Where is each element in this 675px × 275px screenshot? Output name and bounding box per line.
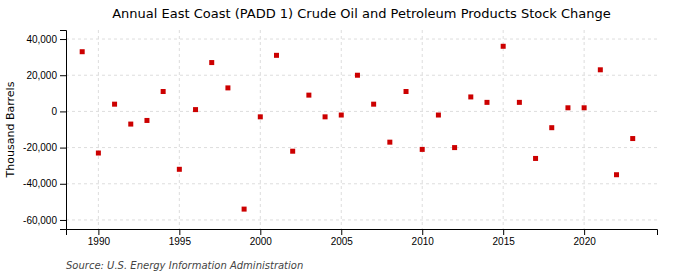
y-tick: 0 — [51, 106, 66, 117]
tick-mark — [98, 229, 99, 235]
axis-line — [60, 31, 67, 230]
grid-line — [66, 219, 657, 220]
points — [80, 44, 636, 212]
point — [420, 147, 425, 152]
point — [630, 136, 635, 141]
tick-mark — [179, 229, 180, 235]
x-tick: 2010 — [412, 229, 435, 247]
plot: 1990 1995 2000 2005 2010 2015 2020 -60,000 -40,0… — [23, 30, 657, 247]
point — [128, 122, 133, 127]
tick-label: 2010 — [412, 236, 435, 247]
grid-line — [179, 30, 180, 229]
y-tick: 40,000 — [26, 34, 66, 45]
point — [177, 167, 182, 172]
point — [371, 102, 376, 107]
tick-mark — [60, 220, 66, 221]
tick-label: -20,000 — [23, 142, 57, 153]
axis-line — [67, 230, 658, 236]
grid-line — [66, 39, 657, 40]
tick-label: 1990 — [88, 236, 111, 247]
x-tick: 1995 — [169, 229, 192, 247]
x-tick: 2005 — [331, 229, 354, 247]
tick-label: 20,000 — [26, 70, 57, 81]
y-tick: -60,000 — [23, 215, 66, 226]
point — [517, 100, 522, 105]
grid-line — [260, 30, 261, 229]
point — [225, 85, 230, 90]
point — [582, 105, 587, 110]
point — [565, 105, 570, 110]
tick-label: 40,000 — [26, 34, 57, 45]
grid-line — [422, 30, 423, 229]
point — [258, 114, 263, 119]
y-tick: -40,000 — [23, 178, 66, 189]
point — [209, 60, 214, 65]
point — [452, 145, 457, 150]
point — [501, 44, 506, 49]
y-tick: -20,000 — [23, 142, 66, 153]
point — [112, 102, 117, 107]
tick-label: 1995 — [169, 236, 192, 247]
tick-mark — [60, 75, 66, 76]
point — [404, 89, 409, 94]
point — [161, 89, 166, 94]
grid-line — [341, 30, 342, 229]
point — [339, 113, 344, 118]
point — [614, 172, 619, 177]
annotation: Source: U.S. Energy Information Administ… — [66, 260, 303, 271]
point — [355, 73, 360, 78]
point — [387, 140, 392, 145]
tick-label: 2000 — [250, 236, 273, 247]
tick-mark — [60, 148, 66, 149]
point — [96, 151, 101, 156]
x-tick: 1990 — [88, 229, 111, 247]
title: Annual East Coast (PADD 1) Crude Oil and… — [112, 6, 611, 21]
point — [80, 49, 85, 54]
point — [436, 113, 441, 118]
point — [193, 107, 198, 112]
grid-line — [503, 30, 504, 229]
grid-line — [66, 75, 657, 76]
tick-label: 0 — [51, 106, 57, 117]
point — [242, 207, 247, 212]
point — [533, 156, 538, 161]
point — [323, 114, 328, 119]
tick-mark — [60, 184, 66, 185]
tick-mark — [260, 229, 261, 235]
tick-label: 2020 — [574, 236, 597, 247]
point — [468, 94, 473, 99]
x-axis: 1990 1995 2000 2005 2010 2015 2020 — [67, 229, 658, 247]
point — [274, 53, 279, 58]
y-axis: -60,000 -40,000 -20,000 0 20,000 40,000 — [23, 31, 66, 230]
tick-label: 2005 — [331, 236, 354, 247]
grid — [66, 30, 657, 229]
grid-line — [584, 30, 585, 229]
point — [144, 118, 149, 123]
grid-line — [66, 147, 657, 148]
point — [484, 100, 489, 105]
chart: 1990 1995 2000 2005 2010 2015 2020 -60,000 -40,0… — [0, 0, 675, 275]
tick-mark — [60, 111, 66, 112]
point — [290, 149, 295, 154]
grid-line — [66, 183, 657, 184]
tick-mark — [503, 229, 504, 235]
tick-mark — [584, 229, 585, 235]
tick-mark — [60, 39, 66, 40]
point — [306, 93, 311, 98]
x-tick: 2020 — [574, 229, 597, 247]
y-axis-label: Thousand Barrels — [4, 81, 17, 178]
grid-line — [66, 111, 657, 112]
point — [549, 125, 554, 130]
tick-label: -60,000 — [23, 215, 57, 226]
tick-mark — [422, 229, 423, 235]
point — [598, 67, 603, 72]
y-tick: 20,000 — [26, 70, 66, 81]
tick-label: -40,000 — [23, 178, 57, 189]
x-tick: 2000 — [250, 229, 273, 247]
x-tick: 2015 — [493, 229, 516, 247]
tick-label: 2015 — [493, 236, 516, 247]
tick-mark — [341, 229, 342, 235]
grid-line — [98, 30, 99, 229]
